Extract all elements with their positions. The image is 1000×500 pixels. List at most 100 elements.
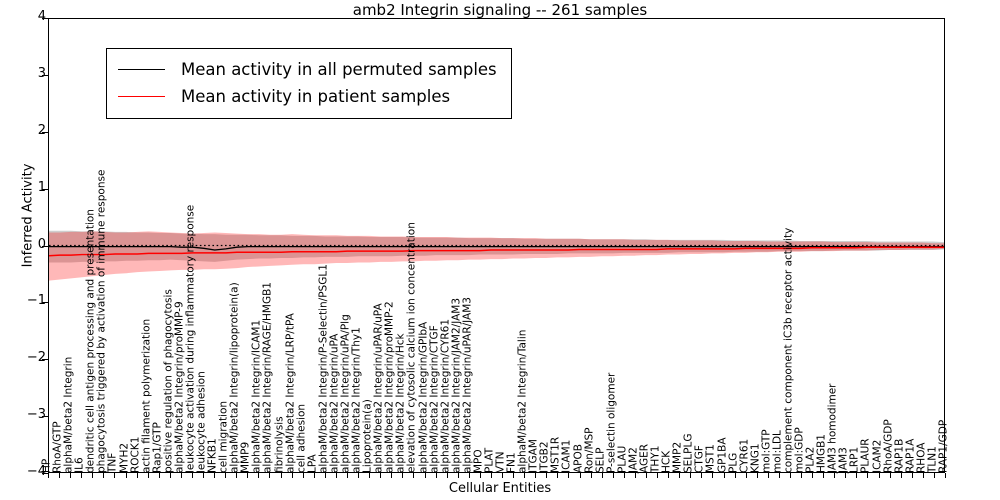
- x-tick-label: AGER: [638, 443, 651, 473]
- x-tick-mark: [347, 473, 348, 478]
- x-tick-mark: [380, 473, 382, 478]
- x-tick-mark: [557, 473, 559, 478]
- x-tick-label: MST1R: [550, 436, 563, 473]
- x-tick-label: ITGB2: [538, 441, 551, 473]
- x-tick-mark: [535, 473, 537, 478]
- x-tick-mark: [634, 473, 636, 478]
- x-tick-label: GP1BA: [716, 437, 729, 473]
- x-tick-label: alphaM/beta2 Integrin/Hck: [394, 333, 407, 473]
- x-tick-mark: [236, 473, 238, 478]
- y-tick-mark: [42, 131, 48, 133]
- chart-legend: Mean activity in all permuted samples Me…: [106, 48, 512, 119]
- chart-title: amb2 Integrin signaling -- 261 samples: [352, 1, 648, 19]
- y-tick-label: 1: [37, 179, 46, 195]
- x-tick-mark: [546, 473, 548, 478]
- x-tick-mark: [945, 473, 946, 478]
- x-tick-mark: [125, 473, 127, 478]
- x-tick-mark: [712, 473, 714, 478]
- x-tick-mark: [324, 473, 326, 478]
- x-tick-mark: [845, 473, 847, 478]
- permuted-mean-line: [49, 245, 944, 251]
- x-tick-label: LPA: [306, 454, 319, 473]
- x-tick-mark: [114, 473, 116, 478]
- x-tick-label: TNF: [107, 452, 120, 473]
- x-tick-label: RAP1A: [904, 438, 917, 473]
- x-tick-mark: [679, 473, 681, 478]
- x-tick-mark: [878, 473, 880, 478]
- x-tick-label: alphaM/beta2 Integrin/Thy1: [350, 327, 363, 473]
- x-tick-mark: [646, 473, 647, 478]
- x-tick-label: mol:LDL: [771, 430, 784, 473]
- x-tick-mark: [335, 473, 337, 478]
- legend-swatch-patient: [118, 96, 165, 97]
- x-tick-mark: [457, 473, 459, 478]
- x-tick-mark: [502, 473, 504, 478]
- x-tick-mark: [59, 473, 61, 478]
- x-tick-mark: [214, 473, 216, 478]
- y-tick-label: −1: [26, 293, 46, 309]
- x-tick-label: alphaM/beta2 Integrin/Talin: [516, 329, 529, 473]
- legend-swatch-permuted: [118, 69, 165, 70]
- x-tick-label: PLG: [727, 452, 740, 473]
- x-tick-label: alphaM/beta2 Integrin/uPA/Plg: [339, 314, 352, 473]
- x-tick-label: alphaM/beta2 Integrin/uPA: [328, 333, 341, 473]
- x-tick-label: alphaM/beta2 Integrin/lipoprotein(a): [228, 282, 241, 473]
- x-tick-label: NFKB1: [206, 438, 219, 473]
- x-tick-mark: [81, 473, 83, 478]
- x-tick-label: MYH2: [118, 442, 131, 473]
- x-tick-mark: [933, 473, 935, 478]
- x-tick-label: MST1: [705, 444, 718, 473]
- x-tick-mark: [579, 473, 581, 478]
- x-tick-mark: [490, 473, 492, 478]
- x-tick-label: JAM2: [627, 447, 640, 473]
- x-tick-mark: [690, 473, 692, 478]
- x-tick-mark: [391, 473, 393, 478]
- x-tick-label: alphaM/beta2 Integrin/JAM2/JAM3: [450, 297, 463, 473]
- x-tick-mark: [911, 473, 913, 478]
- x-tick-label: JAM3 homodimer: [826, 383, 839, 474]
- y-tick-mark: [42, 302, 48, 304]
- x-tick-label: P-selectin oligomer: [605, 372, 618, 473]
- x-tick-mark: [590, 473, 592, 478]
- x-tick-mark: [524, 473, 526, 478]
- x-tick-label: CTGF: [693, 445, 706, 473]
- x-tick-label: alphaM/beta2 Integrin: [62, 356, 75, 473]
- y-axis-label: Inferred Activity: [20, 163, 36, 268]
- y-tick-mark: [42, 473, 48, 474]
- x-tick-label: elevation of cytosolic calcium ion conce…: [406, 222, 419, 473]
- x-tick-mark: [225, 473, 227, 478]
- x-tick-mark: [767, 473, 769, 478]
- x-tick-label: cell migration: [217, 400, 230, 473]
- x-tick-mark: [812, 473, 814, 478]
- patient-mean-line: [49, 246, 944, 257]
- y-tick-mark: [42, 18, 48, 19]
- x-tick-mark: [413, 473, 415, 478]
- x-tick-label: APOB: [572, 444, 585, 473]
- x-tick-label: Rap1/GTP: [151, 422, 164, 473]
- x-tick-label: ICAM2: [871, 439, 884, 473]
- y-tick-mark: [42, 188, 48, 190]
- x-tick-mark: [734, 473, 736, 478]
- x-tick-mark: [402, 473, 404, 478]
- x-tick-mark: [369, 473, 371, 478]
- y-tick-mark: [42, 416, 48, 418]
- x-tick-mark: [302, 473, 304, 478]
- x-tick-mark: [657, 473, 659, 478]
- x-tick-mark: [313, 473, 315, 478]
- x-tick-mark: [723, 473, 725, 478]
- x-tick-mark: [468, 473, 470, 478]
- x-tick-mark: [745, 473, 747, 478]
- x-tick-mark: [568, 473, 570, 478]
- x-tick-mark: [823, 473, 825, 478]
- x-tick-label: PLA2: [804, 446, 817, 473]
- x-tick-label: JAM3: [837, 447, 850, 473]
- x-tick-label: MMP9: [239, 441, 252, 473]
- x-tick-label: alphaM/beta2 Integrin/CYR61: [439, 318, 452, 473]
- x-tick-label: alphaM/beta2 Integrin/proMMP-2: [383, 301, 396, 473]
- x-tick-label: VTN: [494, 451, 507, 473]
- plot-svg: [49, 230, 944, 281]
- x-tick-mark: [479, 473, 481, 478]
- x-tick-mark: [435, 473, 437, 478]
- x-tick-mark: [922, 473, 924, 478]
